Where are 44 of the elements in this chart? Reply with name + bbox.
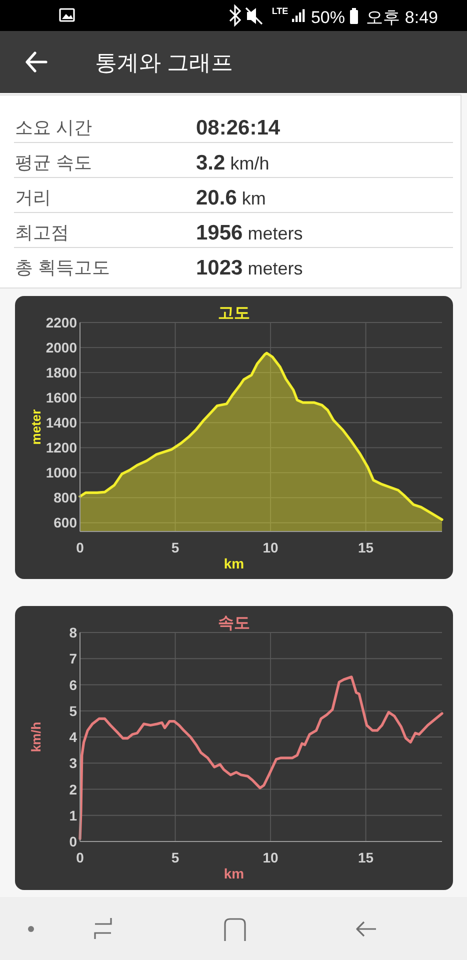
x-axis-title: km bbox=[224, 556, 244, 572]
y-tick-label: 2200 bbox=[46, 314, 78, 330]
y-tick-label: 600 bbox=[54, 514, 78, 531]
y-tick-label: 3 bbox=[69, 755, 78, 772]
text: 3.2 km/h bbox=[196, 152, 270, 174]
y-tick-label: 1200 bbox=[46, 440, 78, 456]
x-tick-label: 5 bbox=[171, 540, 180, 556]
text: 최고점 bbox=[15, 222, 69, 242]
y-tick-label: 6 bbox=[69, 676, 78, 693]
y-tick-label: 2 bbox=[69, 781, 78, 798]
y-axis-title: meter bbox=[28, 409, 44, 445]
text: 소요 시간 bbox=[15, 118, 92, 138]
chart-title: 속도 bbox=[218, 615, 250, 632]
text: 오후 8:49 bbox=[366, 8, 438, 27]
y-tick-label: 8 bbox=[69, 624, 78, 640]
text: 거리 bbox=[15, 188, 51, 208]
y-tick-label: 4 bbox=[69, 729, 78, 745]
x-tick-label: 10 bbox=[262, 540, 279, 556]
y-tick-label: 1 bbox=[69, 807, 78, 824]
x-axis-title: km bbox=[224, 866, 244, 882]
text: 통계와 그래프 bbox=[95, 50, 234, 75]
text: LTE bbox=[272, 6, 288, 16]
text: 1956 meters bbox=[196, 222, 303, 244]
text: 50% bbox=[310, 8, 345, 27]
text: 1023 meters bbox=[196, 256, 303, 280]
y-tick-label: 800 bbox=[54, 490, 78, 506]
text: 08:26:14 bbox=[196, 116, 280, 140]
text: 평균 속도 bbox=[15, 152, 92, 172]
y-tick-label: 1000 bbox=[46, 464, 78, 481]
y-tick-label: 1400 bbox=[46, 414, 78, 431]
y-tick-label: 0 bbox=[69, 834, 78, 850]
text: 20.6 km bbox=[196, 186, 266, 210]
text: 총 획득고도 bbox=[15, 258, 110, 278]
y-tick-label: 5 bbox=[69, 702, 78, 719]
x-tick-label: 15 bbox=[358, 540, 374, 556]
y-tick-label: 2000 bbox=[46, 340, 78, 356]
y-tick-label: 7 bbox=[69, 650, 78, 667]
x-tick-label: 15 bbox=[358, 850, 374, 866]
y-axis-title: km/h bbox=[28, 722, 44, 752]
x-tick-label: 5 bbox=[171, 850, 180, 866]
chart-title: 고도 bbox=[218, 305, 250, 322]
y-tick-label: 1600 bbox=[46, 390, 78, 406]
y-tick-label: 1800 bbox=[46, 364, 78, 381]
x-tick-label: 10 bbox=[262, 850, 279, 866]
